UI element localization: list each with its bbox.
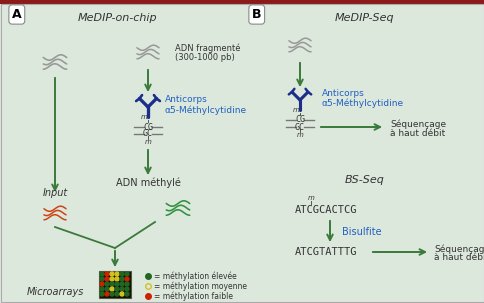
Text: GC: GC bbox=[294, 122, 304, 132]
Text: B: B bbox=[252, 8, 261, 21]
FancyBboxPatch shape bbox=[1, 4, 483, 302]
Circle shape bbox=[120, 292, 124, 296]
Text: GC: GC bbox=[143, 129, 152, 138]
Text: m: m bbox=[292, 107, 299, 113]
Text: ATCGCACTCG: ATCGCACTCG bbox=[294, 205, 357, 215]
Text: m: m bbox=[144, 139, 151, 145]
Circle shape bbox=[125, 287, 129, 291]
Text: ADN méthylé: ADN méthylé bbox=[115, 178, 180, 188]
Circle shape bbox=[125, 277, 129, 281]
Text: = méthylation faible: = méthylation faible bbox=[154, 291, 232, 301]
Text: ADN fragmenté: ADN fragmenté bbox=[175, 43, 240, 53]
Text: α5-Méthylcytidine: α5-Méthylcytidine bbox=[321, 98, 403, 108]
Circle shape bbox=[105, 272, 109, 276]
Circle shape bbox=[115, 272, 119, 276]
Circle shape bbox=[105, 287, 109, 291]
Text: Input: Input bbox=[42, 188, 67, 198]
Circle shape bbox=[100, 277, 104, 281]
Circle shape bbox=[100, 282, 104, 286]
Circle shape bbox=[110, 292, 114, 296]
Circle shape bbox=[105, 282, 109, 286]
Text: MeDIP-on-chip: MeDIP-on-chip bbox=[78, 13, 157, 23]
Text: ATCGTATTTG: ATCGTATTTG bbox=[294, 247, 357, 257]
Text: = méthylation moyenne: = méthylation moyenne bbox=[154, 281, 246, 291]
Circle shape bbox=[110, 272, 114, 276]
Text: BS-Seq: BS-Seq bbox=[344, 175, 384, 185]
Text: α5-Méthylcytidine: α5-Méthylcytidine bbox=[165, 105, 247, 115]
Text: Anticorps: Anticorps bbox=[321, 88, 364, 98]
Text: Bisulfite: Bisulfite bbox=[341, 227, 381, 237]
Circle shape bbox=[100, 272, 104, 276]
Circle shape bbox=[110, 287, 114, 291]
Circle shape bbox=[105, 277, 109, 281]
Circle shape bbox=[120, 287, 124, 291]
Circle shape bbox=[110, 282, 114, 286]
Text: CG: CG bbox=[143, 122, 152, 132]
Text: A: A bbox=[12, 8, 22, 21]
Text: Microarrays: Microarrays bbox=[26, 287, 84, 297]
Text: m: m bbox=[296, 132, 303, 138]
Text: m: m bbox=[140, 114, 147, 120]
Text: Anticorps: Anticorps bbox=[165, 95, 207, 105]
Circle shape bbox=[120, 282, 124, 286]
Circle shape bbox=[115, 282, 119, 286]
Text: = méthylation élevée: = méthylation élevée bbox=[154, 271, 236, 281]
Circle shape bbox=[100, 292, 104, 296]
FancyBboxPatch shape bbox=[99, 271, 131, 298]
Circle shape bbox=[115, 277, 119, 281]
Circle shape bbox=[105, 292, 109, 296]
Text: à haut débit: à haut débit bbox=[389, 128, 444, 138]
Circle shape bbox=[125, 292, 129, 296]
Circle shape bbox=[120, 277, 124, 281]
Text: CG: CG bbox=[294, 115, 304, 125]
Text: Séquençage: Séquençage bbox=[433, 244, 484, 254]
Text: m: m bbox=[307, 195, 314, 201]
Text: à haut débit: à haut débit bbox=[433, 254, 484, 262]
Circle shape bbox=[120, 272, 124, 276]
Circle shape bbox=[100, 287, 104, 291]
Circle shape bbox=[115, 287, 119, 291]
Circle shape bbox=[110, 277, 114, 281]
Circle shape bbox=[125, 272, 129, 276]
FancyBboxPatch shape bbox=[0, 0, 484, 4]
Text: Séquençage: Séquençage bbox=[389, 119, 445, 129]
Circle shape bbox=[125, 282, 129, 286]
Text: MeDIP-Seq: MeDIP-Seq bbox=[334, 13, 394, 23]
Circle shape bbox=[115, 292, 119, 296]
Text: (300-1000 pb): (300-1000 pb) bbox=[175, 52, 234, 62]
